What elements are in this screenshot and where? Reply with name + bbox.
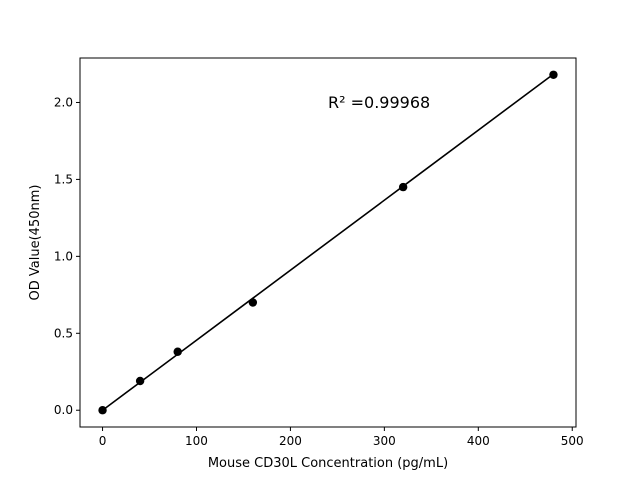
y-tick-label: 1.0 [54, 249, 73, 263]
y-tick-label: 0.0 [54, 403, 73, 417]
data-point [98, 406, 107, 415]
data-point [135, 376, 145, 386]
r-squared-annotation: R² =0.99968 [328, 93, 430, 112]
plot-content [98, 70, 558, 415]
y-tick-label: 0.5 [54, 326, 73, 340]
axes-frame [79, 57, 577, 428]
fit-line [102, 73, 554, 411]
y-tick-label: 1.5 [54, 172, 73, 186]
data-point [549, 70, 558, 79]
x-tick-label: 500 [561, 434, 584, 448]
data-point [398, 182, 408, 192]
x-tick-label: 300 [373, 434, 396, 448]
y-tick-label: 2.0 [54, 95, 73, 109]
x-tick-label: 100 [185, 434, 208, 448]
data-point [248, 298, 258, 307]
y-axis-label: OD Value(450nm) [28, 185, 43, 301]
y-axis: 0.0 0.5 1.0 1.5 2.0 [54, 95, 80, 417]
data-point [173, 347, 182, 356]
x-axis-label: Mouse CD30L Concentration (pg/mL) [208, 456, 448, 471]
x-axis: 0 100 200 300 400 500 [99, 427, 584, 448]
x-tick-label: 400 [467, 434, 490, 448]
x-tick-label: 200 [279, 434, 302, 448]
x-tick-label: 0 [99, 434, 107, 448]
